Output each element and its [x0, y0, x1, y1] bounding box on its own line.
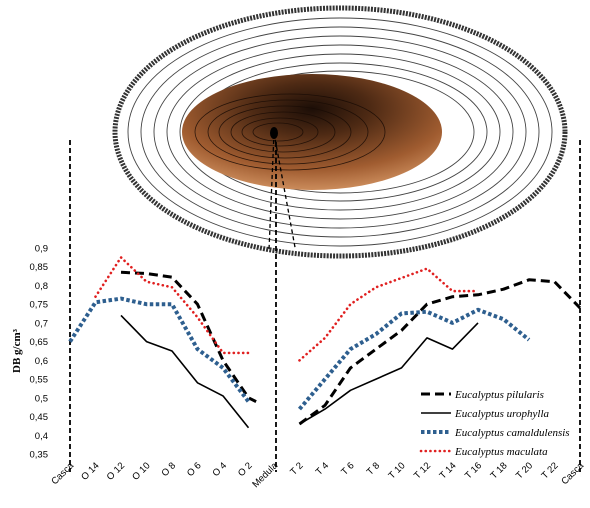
x-tick-label: T 6: [339, 460, 356, 477]
x-tick-label: O 4: [211, 460, 230, 479]
log-cross-section-illustration: [112, 5, 568, 259]
y-tick-label: 0,6: [35, 356, 48, 367]
legend-label: Eucalyptus urophylla: [454, 408, 549, 420]
y-tick-label: 0,65: [30, 337, 49, 348]
y-tick-label: 0,55: [30, 375, 49, 386]
series-line: [94, 256, 250, 355]
x-tick-label: T 22: [540, 460, 561, 481]
heartwood-rings: [194, 93, 386, 171]
x-tick-label: O 6: [185, 460, 204, 479]
pith-connector-line: [273, 132, 297, 251]
y-tick-label: 0,9: [35, 244, 48, 255]
x-tick-label: Casca: [559, 460, 586, 487]
x-tick-label: T 10: [387, 460, 408, 481]
x-tick-label: T 2: [288, 460, 305, 477]
x-tick-label: T 8: [365, 460, 382, 477]
growth-rings: [127, 17, 553, 247]
legend-label: Eucalyptus camaldulensis: [454, 427, 570, 439]
series-line: [120, 270, 257, 403]
y-tick-label: 0,7: [35, 318, 48, 329]
x-tick-label: O 8: [160, 460, 179, 479]
y-tick-label: 0,75: [30, 300, 49, 311]
x-tick-label: O 10: [130, 460, 152, 482]
x-tick-label: T 20: [514, 460, 535, 481]
y-tick-label: 0,85: [30, 262, 49, 273]
x-tick-label: O 14: [79, 460, 101, 482]
x-tick-label: T 12: [412, 460, 433, 481]
pith-connector-line: [268, 132, 275, 251]
series-line: [120, 314, 250, 429]
x-tick-label: T 14: [438, 460, 459, 481]
x-tick-label: T 18: [489, 460, 510, 481]
x-tick-label: T 16: [463, 460, 484, 481]
y-tick-label: 0,45: [30, 412, 49, 423]
y-tick-label: 0,8: [35, 281, 48, 292]
x-tick-label: T 4: [314, 460, 331, 477]
series-line: [68, 296, 251, 403]
x-tick-label: Casca: [49, 460, 76, 487]
y-tick-label: 0,4: [35, 431, 48, 442]
legend-label: Eucalyptus pilularis: [454, 389, 544, 401]
series-layer: [68, 256, 582, 429]
series-line: [298, 267, 480, 362]
legend: Eucalyptus pilularis Eucalyptus urophylla…: [419, 389, 570, 458]
x-tick-label: O 12: [105, 460, 127, 482]
x-tick-label: O 2: [236, 460, 255, 479]
legend-label: Eucalyptus maculata: [454, 446, 548, 458]
heartwood: [182, 74, 442, 190]
y-tick-label: 0,5: [35, 393, 48, 404]
y-axis-title: DB g/cm³: [11, 328, 23, 373]
section-dividers: [69, 132, 581, 472]
y-tick-label: 0,35: [30, 450, 49, 461]
series-line: [297, 307, 531, 411]
series-line: [298, 278, 582, 426]
series-line: [299, 322, 479, 425]
